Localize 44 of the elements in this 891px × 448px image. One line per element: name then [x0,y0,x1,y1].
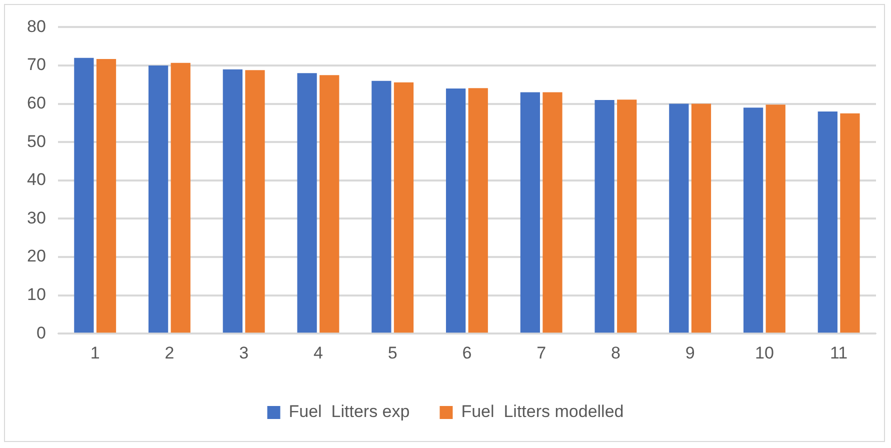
bar [446,88,466,333]
bar [394,82,414,333]
x-tick-label: 2 [164,343,174,362]
x-tick-label: 3 [239,343,249,362]
bar [669,104,689,333]
bar [74,58,94,333]
bar [148,66,168,333]
y-tick-label: 20 [26,246,46,266]
y-tick-label: 0 [36,323,46,342]
y-tick-label: 50 [26,132,46,151]
x-tick-label: 11 [830,343,848,362]
x-tick-label: 7 [536,343,546,362]
bar [320,75,340,333]
x-tick-label: 10 [754,343,774,362]
bar [245,70,265,333]
x-tick-label: 4 [313,343,323,362]
y-tick-label: 60 [26,93,46,112]
bar [222,69,242,333]
legend-label: Fuel Litters modelled [461,402,624,422]
x-tick-label: 8 [610,343,620,362]
y-tick-label: 30 [26,208,46,228]
y-tick-label: 10 [26,284,46,304]
bar [617,100,637,333]
bar [818,111,838,333]
bar [840,113,860,333]
x-tick-label: 6 [462,343,472,362]
bar [743,108,764,333]
bar [594,100,614,333]
bar [520,92,540,333]
bar [372,80,392,333]
bar [96,58,116,333]
bar [542,92,562,333]
bar [691,104,712,333]
y-tick-label: 70 [26,55,46,74]
x-tick-label: 5 [388,343,398,362]
y-tick-label: 80 [26,16,46,36]
legend-label: Fuel Litters exp [288,402,410,422]
x-tick-label: 9 [685,343,695,362]
bar [766,104,786,333]
y-tick-label: 40 [26,170,46,190]
x-tick-label: 1 [90,343,100,362]
bar [468,88,488,333]
bar [297,73,317,333]
bar [170,62,190,333]
